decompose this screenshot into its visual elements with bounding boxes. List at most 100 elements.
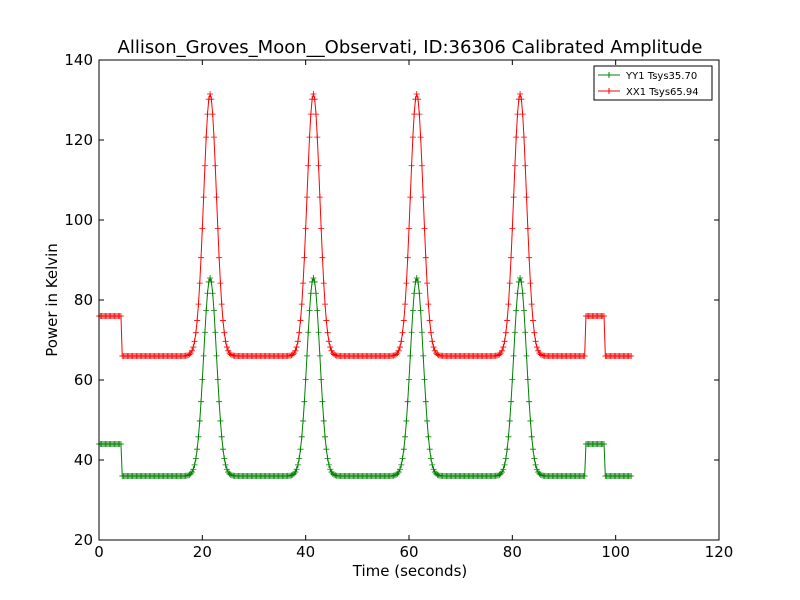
data-point — [294, 461, 301, 468]
data-point — [192, 329, 199, 336]
legend-marker — [606, 72, 612, 78]
data-point — [393, 351, 400, 358]
data-point — [222, 461, 229, 468]
data-point — [418, 329, 425, 336]
data-point — [210, 307, 217, 314]
data-point — [214, 225, 221, 232]
data-point — [287, 352, 294, 359]
data-point — [327, 466, 334, 473]
data-point — [302, 225, 309, 232]
data-point — [199, 376, 206, 383]
data-point — [520, 307, 527, 314]
data-point — [186, 351, 193, 358]
data-point — [306, 134, 313, 141]
plot-frame — [98, 59, 720, 541]
data-point — [499, 347, 505, 354]
data-point — [303, 352, 310, 359]
data-point — [189, 347, 195, 354]
data-point — [537, 471, 544, 478]
data-point — [221, 329, 228, 336]
data-point — [209, 111, 216, 118]
data-point — [407, 194, 414, 201]
legend-label: XX1 Tsys65.94 — [626, 87, 699, 98]
data-point — [213, 194, 220, 201]
data-point — [200, 352, 207, 359]
legend-box — [593, 65, 713, 101]
data-point — [195, 301, 202, 308]
data-point — [311, 278, 318, 285]
y-tick-label: 80 — [74, 291, 93, 309]
data-point — [408, 162, 415, 169]
data-point — [220, 446, 226, 453]
data-point — [214, 376, 221, 383]
data-point — [221, 455, 228, 462]
data-point — [399, 455, 406, 462]
data-point — [514, 290, 521, 297]
data-point — [196, 280, 203, 287]
data-point — [495, 472, 502, 479]
data-point — [422, 254, 429, 261]
x-tick-label: 60 — [399, 543, 418, 561]
data-point — [493, 352, 500, 359]
data-point — [519, 290, 526, 297]
data-point — [320, 417, 327, 424]
data-point — [189, 469, 195, 476]
data-point — [415, 96, 422, 103]
data-point — [408, 329, 415, 336]
data-point — [311, 96, 318, 103]
data-point — [318, 225, 325, 232]
data-point — [223, 466, 230, 473]
data-point — [409, 134, 416, 141]
data-point — [324, 455, 331, 462]
data-point — [229, 352, 236, 359]
data-point — [501, 461, 508, 468]
data-point — [513, 307, 520, 314]
x-tick-label: 0 — [94, 543, 104, 561]
data-point — [227, 351, 234, 358]
legend: YY1 Tsys35.70 XX1 Tsys65.94 — [593, 65, 713, 101]
data-point — [518, 278, 525, 285]
data-point — [425, 301, 432, 308]
data-point — [581, 473, 588, 479]
data-point — [533, 466, 540, 473]
data-point — [292, 347, 299, 354]
data-point — [323, 317, 330, 324]
series-markers — [96, 91, 635, 359]
data-point — [429, 461, 436, 468]
y-tick-label: 140 — [64, 51, 93, 69]
data-point — [216, 254, 223, 261]
data-point — [517, 91, 524, 97]
data-point — [416, 290, 423, 297]
legend-marker — [606, 88, 612, 94]
data-point — [398, 338, 405, 345]
series-1 — [96, 91, 635, 359]
data-point — [400, 446, 407, 453]
data-point — [526, 254, 533, 261]
y-tick-label: 100 — [64, 211, 93, 229]
data-point — [325, 338, 332, 345]
data-point — [217, 280, 224, 287]
data-point — [430, 466, 437, 473]
data-point — [513, 134, 520, 141]
data-point — [395, 469, 402, 476]
data-point — [198, 254, 205, 261]
y-tick-label: 40 — [74, 451, 93, 469]
data-point — [533, 344, 540, 351]
x-axis: 0 20 40 60 80 100 120 — [94, 60, 733, 561]
data-point — [537, 351, 544, 358]
series-line — [99, 276, 632, 477]
data-point — [322, 301, 329, 308]
data-point — [415, 278, 422, 285]
x-tick-label: 40 — [296, 543, 315, 561]
data-point — [434, 351, 441, 358]
data-point — [204, 111, 211, 118]
data-point — [296, 329, 303, 336]
data-point — [430, 344, 437, 351]
data-point — [310, 275, 317, 281]
data-point — [509, 225, 516, 232]
y-tick-label: 120 — [64, 131, 93, 149]
data-point — [315, 329, 322, 336]
data-point — [329, 470, 336, 477]
data-point — [390, 352, 397, 359]
